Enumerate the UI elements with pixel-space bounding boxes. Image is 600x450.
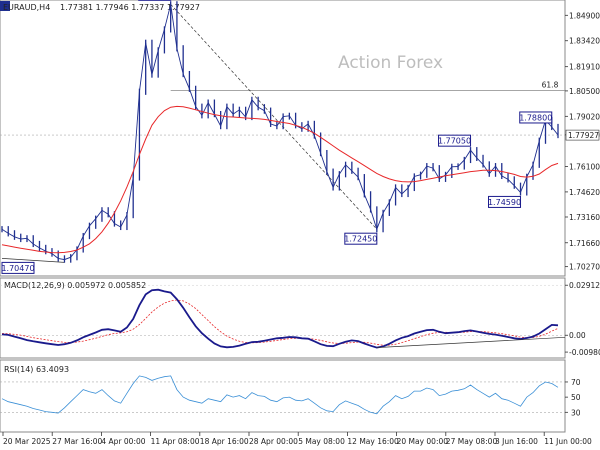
- macd-y-tick-label: 0.029123: [569, 281, 600, 290]
- x-tick-label: 3 Jun 16:00: [495, 437, 538, 446]
- macd-y-tick-label: -0.009801: [569, 348, 600, 357]
- macd-y-tick-label: 0.00: [569, 331, 586, 340]
- chart-ohlc: 1.77381 1.77946 1.77337 1.77927: [60, 3, 200, 12]
- current-price-tag: [565, 129, 600, 141]
- price-y-tick-label: 1.74620: [569, 188, 600, 197]
- price-annotation-label: 1.72450: [344, 235, 377, 244]
- price-annotation-box: [488, 195, 522, 208]
- price-annotation-label: 1.74590: [488, 198, 521, 207]
- x-tick-label: 5 May 08:00: [298, 437, 345, 446]
- start-support-line: [1, 258, 65, 263]
- price-y-tick-label: 1.73160: [569, 213, 600, 222]
- price-y-tick-label: 1.79020: [569, 112, 600, 121]
- price-annotation-label: 1.78800: [519, 113, 552, 122]
- x-tick-label: 18 Apr 16:00: [200, 437, 249, 446]
- price-y-tick-label: 1.83420: [569, 37, 600, 46]
- x-tick-label: 20 May 00:00: [397, 437, 449, 446]
- macd-trendline: [376, 336, 566, 348]
- macd-line: [1, 288, 559, 349]
- price-y-tick-label: 1.76100: [569, 162, 600, 171]
- rsi-y-tick-label: 70: [571, 378, 581, 387]
- x-tick-label: 4 Apr 00:00: [101, 437, 145, 446]
- price-y-tick-label: 1.70270: [569, 263, 600, 272]
- price-annotation-box: [1, 261, 35, 274]
- price-y-tick-label: 1.81910: [569, 63, 600, 72]
- x-tick-label: 27 Mar 16:00: [52, 437, 102, 446]
- macd-signal-line: [1, 299, 559, 346]
- watermark-text: Action Forex: [338, 53, 443, 73]
- price-y-tick-label: 1.84900: [569, 11, 600, 20]
- price-annotation-label: 1.70470: [1, 264, 34, 273]
- rsi-panel: [0, 359, 566, 433]
- price-panel: [0, 0, 566, 277]
- price-line: [1, 4, 559, 261]
- moving-average-line: [1, 105, 559, 254]
- price-annotation-box: [438, 134, 472, 147]
- x-tick-label: 20 Mar 2025: [3, 437, 51, 446]
- price-trendline: [170, 4, 378, 230]
- price-y-tick-label: 1.80500: [569, 87, 600, 96]
- x-tick-label: 12 May 16:00: [347, 437, 399, 446]
- rsi-line: [1, 375, 559, 415]
- x-tick-label: 28 Apr 00:00: [249, 437, 298, 446]
- price-annotation-label: 1.77050: [438, 137, 471, 146]
- rsi-y-tick-label: 50: [571, 393, 581, 402]
- rsi-y-tick-label: 30: [571, 408, 581, 417]
- price-annotation-box: [344, 232, 378, 245]
- macd-title: MACD(12,26,9) 0.005972 0.005852: [4, 281, 146, 290]
- price-y-tick-label: 1.71660: [569, 239, 600, 248]
- chart-symbol: EURAUD,H4: [3, 3, 50, 12]
- x-tick-label: 27 May 08:00: [446, 437, 498, 446]
- x-tick-label: 11 Apr 08:00: [151, 437, 200, 446]
- rsi-title: RSI(14) 63.4093: [4, 365, 69, 374]
- current-price-label: 1.77927: [568, 131, 599, 140]
- fib-618-label: 61.8: [542, 80, 559, 89]
- macd-panel: [0, 277, 566, 359]
- x-tick-label: 11 Jun 00:00: [544, 437, 592, 446]
- price-annotation-box: [519, 111, 553, 124]
